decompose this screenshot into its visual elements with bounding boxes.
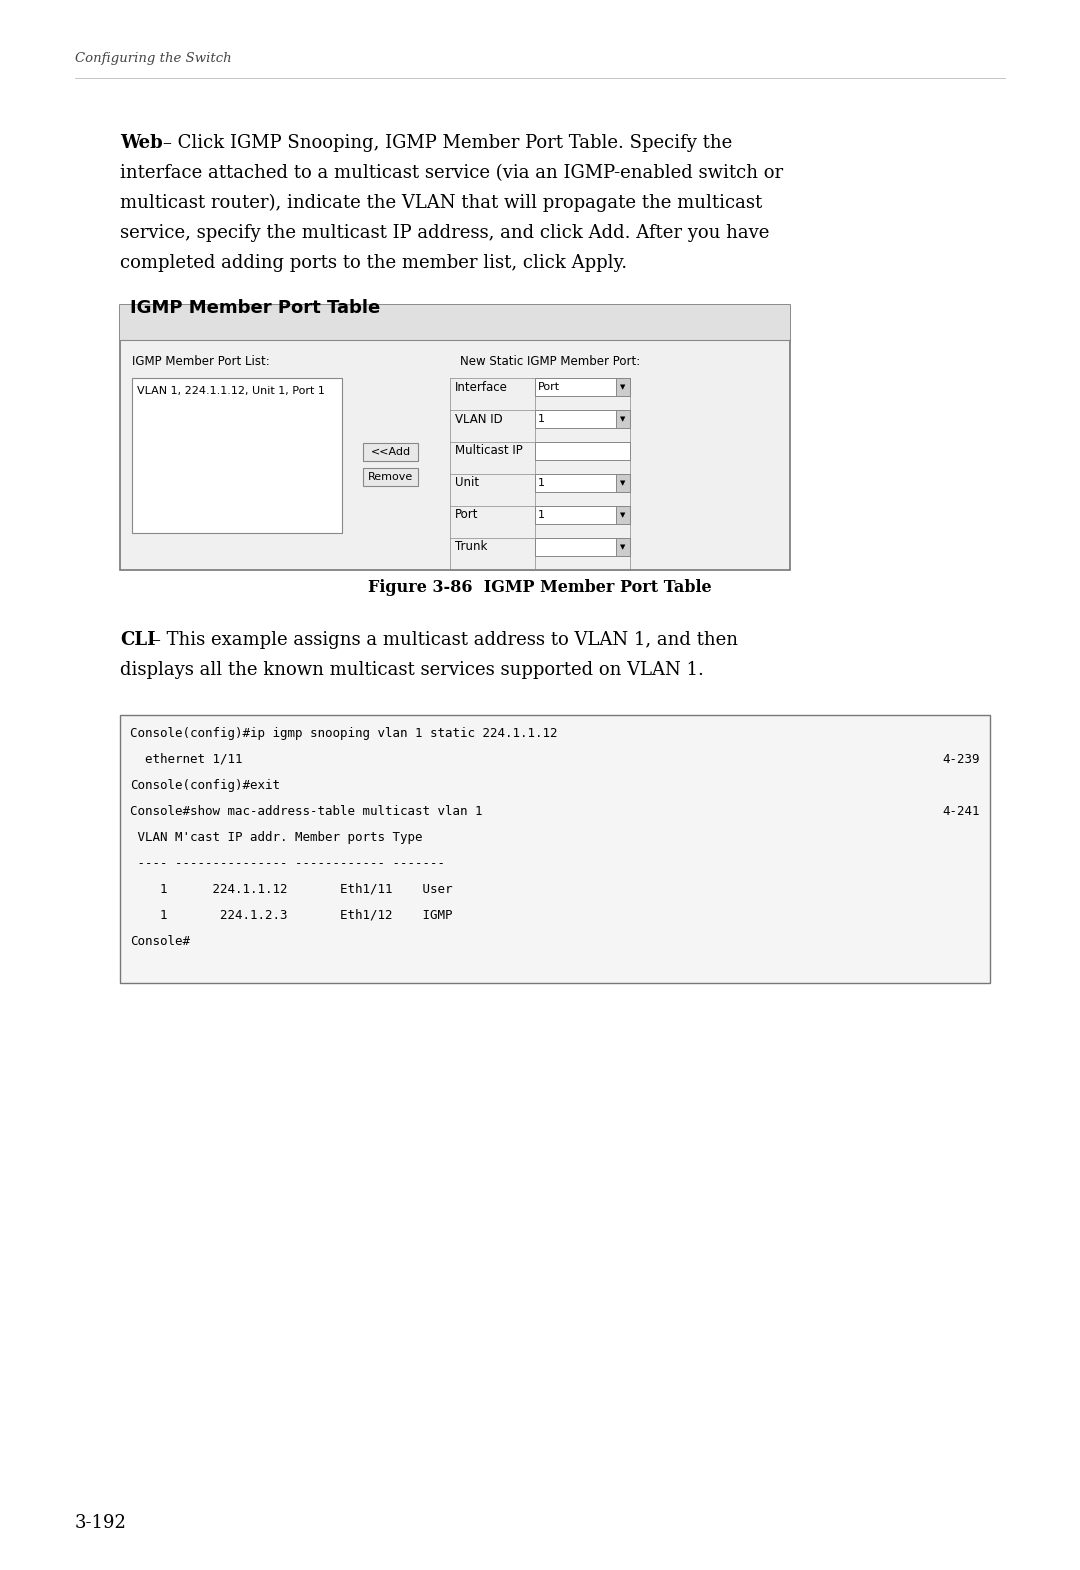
Bar xyxy=(535,443,630,460)
Text: Console#show mac-address-table multicast vlan 1: Console#show mac-address-table multicast… xyxy=(130,805,483,818)
Text: IGMP Member Port List:: IGMP Member Port List: xyxy=(132,355,270,367)
Text: <<Add: <<Add xyxy=(370,447,410,457)
Text: Web: Web xyxy=(120,133,163,152)
Text: VLAN M'cast IP addr. Member ports Type: VLAN M'cast IP addr. Member ports Type xyxy=(130,831,422,845)
Text: VLAN 1, 224.1.1.12, Unit 1, Port 1: VLAN 1, 224.1.1.12, Unit 1, Port 1 xyxy=(137,386,325,396)
Bar xyxy=(120,305,789,570)
Text: Figure 3-86  IGMP Member Port Table: Figure 3-86 IGMP Member Port Table xyxy=(368,579,712,597)
Bar xyxy=(616,378,630,396)
Text: Port: Port xyxy=(538,382,561,392)
Bar xyxy=(616,474,630,491)
Bar xyxy=(120,305,789,341)
Text: multicast router), indicate the VLAN that will propagate the multicast: multicast router), indicate the VLAN tha… xyxy=(120,193,762,212)
Bar xyxy=(616,539,630,556)
Text: ▼: ▼ xyxy=(620,416,625,422)
Text: CLI: CLI xyxy=(120,631,156,648)
Text: IGMP Member Port Table: IGMP Member Port Table xyxy=(130,298,380,317)
Bar xyxy=(616,506,630,524)
Text: 3-192: 3-192 xyxy=(75,1513,126,1532)
Text: 4-241: 4-241 xyxy=(943,805,980,818)
Text: – This example assigns a multicast address to VLAN 1, and then: – This example assigns a multicast addre… xyxy=(152,631,738,648)
Bar xyxy=(616,410,630,429)
Bar xyxy=(132,378,342,532)
Text: 4-239: 4-239 xyxy=(943,754,980,766)
Bar xyxy=(363,443,418,462)
Text: Configuring the Switch: Configuring the Switch xyxy=(75,52,231,64)
Text: 1: 1 xyxy=(538,477,545,488)
Bar xyxy=(535,410,630,429)
Text: Console(config)#ip igmp snooping vlan 1 static 224.1.1.12: Console(config)#ip igmp snooping vlan 1 … xyxy=(130,727,557,739)
Text: VLAN ID: VLAN ID xyxy=(455,413,503,425)
Text: 1      224.1.1.12       Eth1/11    User: 1 224.1.1.12 Eth1/11 User xyxy=(130,882,453,896)
Bar xyxy=(535,474,630,491)
Text: Unit: Unit xyxy=(455,477,480,490)
Text: ▼: ▼ xyxy=(620,480,625,487)
Text: New Static IGMP Member Port:: New Static IGMP Member Port: xyxy=(460,355,640,367)
Text: 1       224.1.2.3       Eth1/12    IGMP: 1 224.1.2.3 Eth1/12 IGMP xyxy=(130,909,453,922)
Text: Trunk: Trunk xyxy=(455,540,487,554)
Text: Console(config)#exit: Console(config)#exit xyxy=(130,779,280,791)
Bar xyxy=(535,378,630,396)
Bar xyxy=(535,506,630,524)
Bar xyxy=(535,539,630,556)
Text: completed adding ports to the member list, click Apply.: completed adding ports to the member lis… xyxy=(120,254,627,272)
Text: Port: Port xyxy=(455,509,478,521)
Text: ▼: ▼ xyxy=(620,512,625,518)
Text: Multicast IP: Multicast IP xyxy=(455,444,523,457)
Text: ethernet 1/11: ethernet 1/11 xyxy=(130,754,243,766)
Text: – Click IGMP Snooping, IGMP Member Port Table. Specify the: – Click IGMP Snooping, IGMP Member Port … xyxy=(163,133,732,152)
Bar xyxy=(120,714,990,983)
Text: ---- --------------- ------------ -------: ---- --------------- ------------ ------… xyxy=(130,857,445,870)
Text: interface attached to a multicast service (via an IGMP-enabled switch or: interface attached to a multicast servic… xyxy=(120,163,783,182)
Text: 1: 1 xyxy=(538,414,545,424)
Text: ▼: ▼ xyxy=(620,385,625,389)
Bar xyxy=(363,468,418,487)
Text: 1: 1 xyxy=(538,510,545,520)
Text: Console#: Console# xyxy=(130,936,190,948)
Text: ▼: ▼ xyxy=(620,543,625,549)
Text: Interface: Interface xyxy=(455,380,508,394)
Text: Remove: Remove xyxy=(368,473,414,482)
Text: displays all the known multicast services supported on VLAN 1.: displays all the known multicast service… xyxy=(120,661,704,678)
Text: service, specify the multicast IP address, and click Add. After you have: service, specify the multicast IP addres… xyxy=(120,225,769,242)
